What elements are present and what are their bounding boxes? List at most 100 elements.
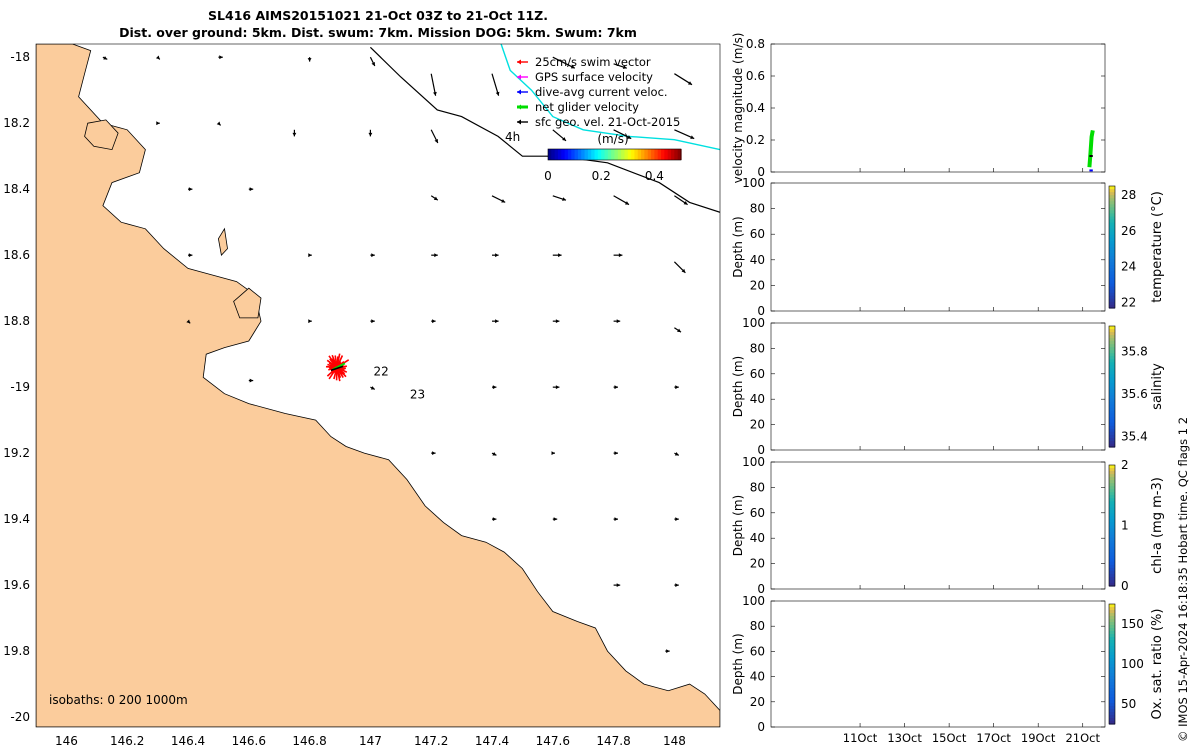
colorbar-cell bbox=[1109, 283, 1115, 288]
velocity-vector bbox=[430, 129, 439, 144]
colorbar-cell bbox=[1109, 434, 1115, 439]
speed-colorbar-cell bbox=[561, 149, 566, 160]
velocity-vector bbox=[308, 253, 312, 258]
map-y-tick: 18.6 bbox=[3, 248, 30, 262]
colorbar-cell bbox=[1109, 625, 1115, 629]
y-tick-label: 100 bbox=[742, 316, 765, 330]
vector-head bbox=[216, 121, 221, 126]
colorbar-cell bbox=[1109, 440, 1115, 445]
colorbar-cell bbox=[1109, 377, 1115, 382]
y-tick-label: 60 bbox=[750, 644, 765, 658]
colorbar-tick-label: 50 bbox=[1121, 697, 1136, 711]
colorbar-cell bbox=[1109, 507, 1115, 511]
track-line bbox=[500, 44, 720, 151]
velocity-vector bbox=[218, 55, 223, 60]
legend-label: sfc geo. vel. 21-Oct-2015 bbox=[535, 115, 680, 129]
colorbar-frame bbox=[1108, 185, 1116, 309]
colorbar-cell bbox=[1109, 368, 1115, 372]
colorbar-cell bbox=[1109, 204, 1115, 208]
vector-head bbox=[370, 386, 375, 390]
time-tick-label: 19Oct bbox=[1021, 731, 1056, 745]
colorbar-cell bbox=[1109, 495, 1115, 499]
speed-colorbar-cell bbox=[654, 149, 659, 160]
y-tick-label: 40 bbox=[750, 670, 765, 684]
vector-head bbox=[155, 55, 160, 60]
legend-time-label: 4h bbox=[505, 130, 520, 144]
colorbar-cell bbox=[1109, 250, 1115, 254]
vector-head bbox=[292, 132, 297, 137]
colorbar-cell bbox=[1109, 383, 1115, 388]
velocity-vector bbox=[674, 327, 682, 333]
profile-panel-frame bbox=[770, 600, 1106, 728]
colorbar-cell bbox=[1109, 570, 1115, 575]
vector-head bbox=[432, 451, 436, 456]
colorbar-cell bbox=[1109, 192, 1115, 196]
colorbar-cell bbox=[1109, 694, 1115, 698]
velocity-vector bbox=[491, 73, 500, 96]
colorbar-cell bbox=[1109, 365, 1115, 369]
velocity-vector bbox=[552, 195, 567, 201]
speed-colorbar-cell bbox=[627, 149, 632, 160]
colorbar-cell bbox=[1109, 637, 1115, 641]
colorbar-cell bbox=[1109, 652, 1115, 656]
colorbar-cell bbox=[1109, 616, 1115, 620]
colorbar-cell bbox=[1109, 259, 1115, 263]
colorbar-cell bbox=[1109, 510, 1115, 515]
vector-head bbox=[371, 253, 375, 258]
vector-head bbox=[625, 201, 629, 205]
vector-head bbox=[681, 268, 686, 273]
colorbar-label: temperature (°C) bbox=[1150, 191, 1165, 303]
colorbar-cell bbox=[1109, 522, 1115, 527]
colorbar-cell bbox=[1109, 709, 1115, 713]
y-tick-label: 40 bbox=[750, 253, 765, 267]
y-tick-label: 60 bbox=[750, 227, 765, 241]
speed-colorbar-cell bbox=[674, 149, 679, 160]
y-tick-label: 80 bbox=[750, 202, 765, 216]
speed-colorbar-cell bbox=[591, 149, 596, 160]
vector-head bbox=[492, 452, 497, 456]
colorbar-frame bbox=[1108, 325, 1116, 448]
velocity-vector bbox=[216, 121, 222, 126]
colorbar-cell bbox=[1109, 685, 1115, 689]
vector-head bbox=[492, 385, 497, 390]
colorbar-tick-label: 28 bbox=[1121, 188, 1136, 202]
velocity-vector bbox=[430, 73, 437, 96]
colorbar-cell bbox=[1109, 195, 1115, 199]
colorbar-cell bbox=[1109, 649, 1115, 653]
velocity-vector bbox=[370, 319, 375, 324]
colorbar-cell bbox=[1109, 706, 1115, 710]
legend-swatch-head bbox=[517, 59, 521, 65]
speed-colorbar-cell bbox=[611, 149, 616, 160]
velocity-vector bbox=[307, 57, 312, 62]
velocity-vector bbox=[370, 386, 376, 390]
colorbar-cell bbox=[1109, 468, 1115, 472]
vector-head bbox=[616, 583, 621, 588]
colorbar-cell bbox=[1109, 549, 1115, 554]
speed-colorbar-cell bbox=[671, 149, 675, 160]
colorbar-cell bbox=[1109, 631, 1115, 635]
colorbar-cell bbox=[1109, 419, 1115, 424]
colorbar-cell bbox=[1109, 413, 1115, 418]
colorbar-cell bbox=[1109, 216, 1115, 221]
colorbar-cell bbox=[1109, 240, 1115, 245]
colorbar-cell bbox=[1109, 428, 1115, 433]
colorbar-cell bbox=[1109, 404, 1115, 409]
colorbar-cell bbox=[1109, 225, 1115, 230]
colorbar-cell bbox=[1109, 380, 1115, 385]
colorbar-cell bbox=[1109, 280, 1115, 285]
speed-colorbar-cell bbox=[577, 149, 582, 160]
map-x-tick: 147.4 bbox=[475, 734, 509, 748]
colorbar-cell bbox=[1109, 471, 1115, 475]
colorbar-cell bbox=[1109, 422, 1115, 427]
time-tick-label: 13Oct bbox=[887, 731, 922, 745]
island bbox=[217, 227, 228, 257]
colorbar-tick-label: 35.8 bbox=[1121, 344, 1148, 358]
speed-colorbar-tick: 0.4 bbox=[645, 169, 664, 183]
glider-swim-cluster bbox=[325, 353, 350, 382]
speed-colorbar-label: (m/s) bbox=[597, 132, 628, 146]
vector-head bbox=[688, 81, 692, 85]
y-tick-label: 0.4 bbox=[746, 101, 765, 115]
colorbar-cell bbox=[1109, 277, 1115, 282]
vector-head bbox=[553, 517, 558, 522]
colorbar-tick-label: 1 bbox=[1121, 519, 1129, 533]
